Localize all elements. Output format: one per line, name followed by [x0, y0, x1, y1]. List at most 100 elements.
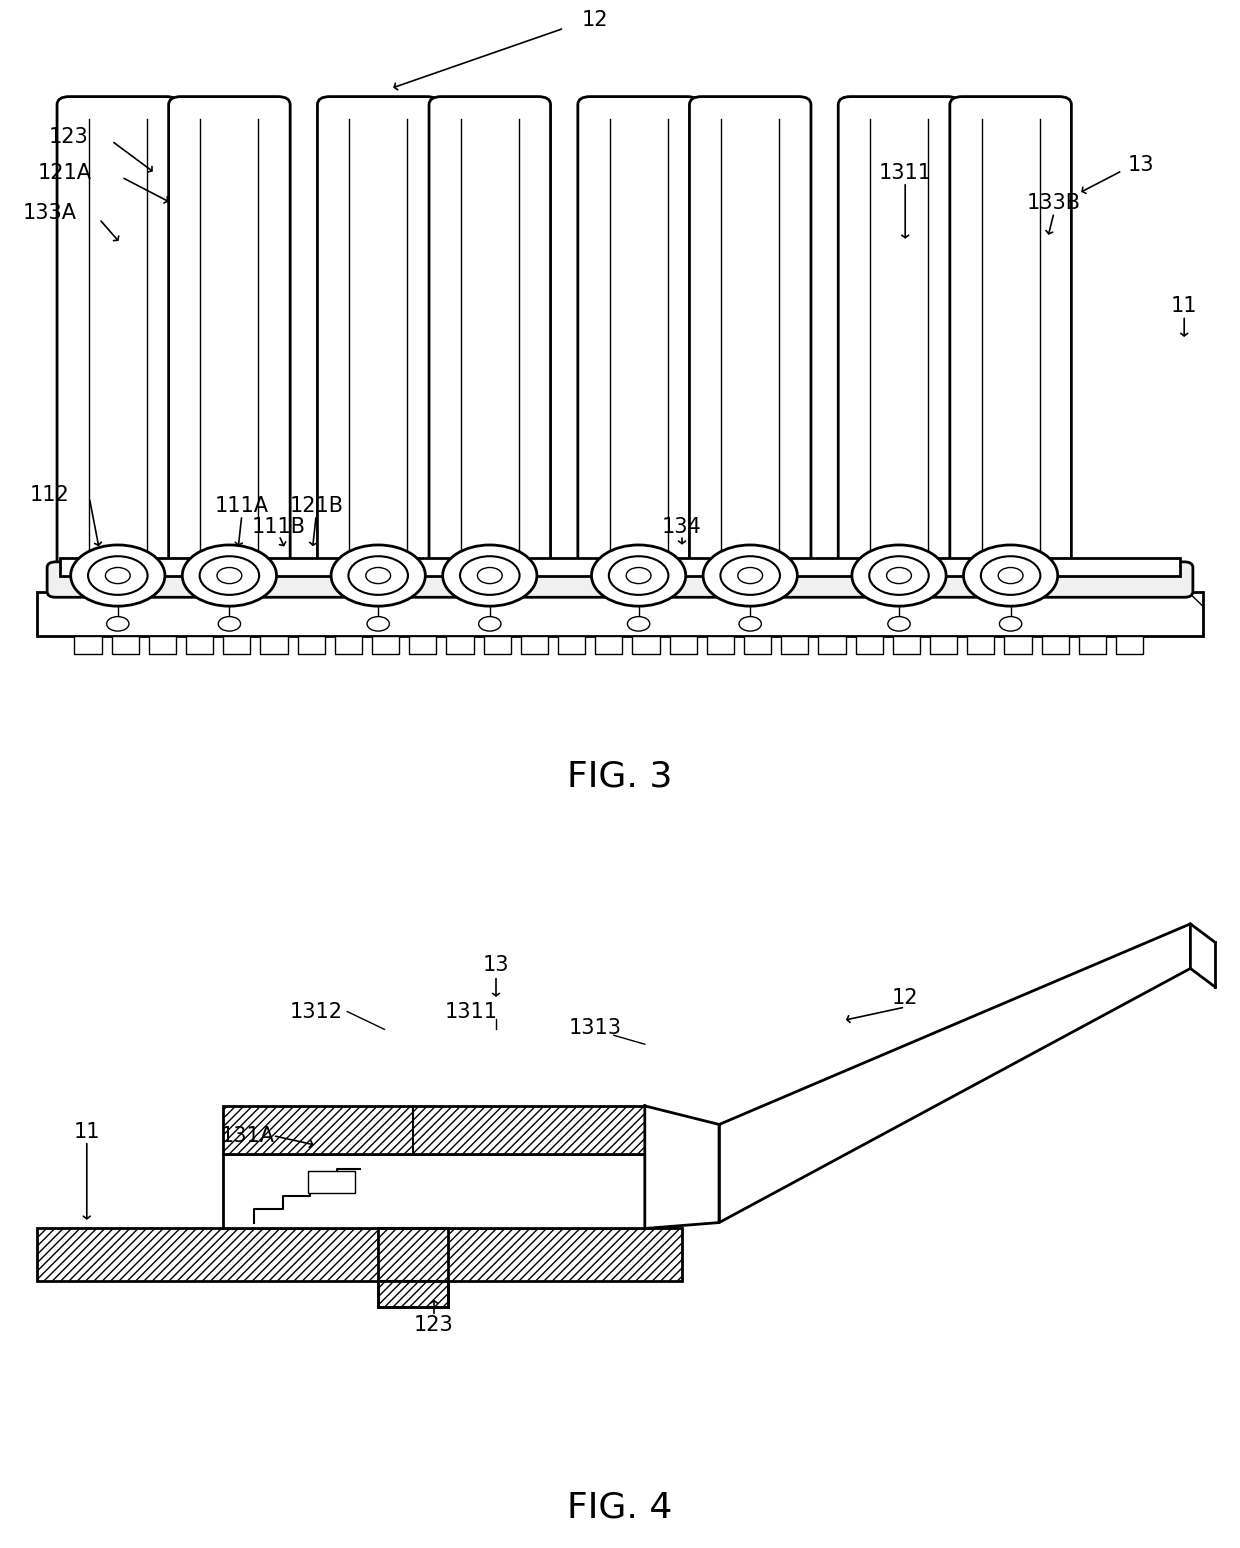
- Bar: [893, 636, 920, 653]
- Bar: [372, 636, 399, 653]
- Circle shape: [609, 556, 668, 594]
- Circle shape: [107, 616, 129, 632]
- Circle shape: [869, 556, 929, 594]
- Circle shape: [200, 556, 259, 594]
- Circle shape: [367, 616, 389, 632]
- Circle shape: [218, 616, 241, 632]
- Bar: [223, 1155, 645, 1229]
- Text: FIG. 3: FIG. 3: [568, 760, 672, 794]
- Circle shape: [963, 545, 1058, 607]
- Text: 121A: 121A: [37, 163, 92, 183]
- FancyBboxPatch shape: [317, 96, 439, 579]
- Circle shape: [627, 616, 650, 632]
- Text: FIG. 4: FIG. 4: [568, 1491, 672, 1525]
- Circle shape: [105, 568, 130, 584]
- Circle shape: [739, 616, 761, 632]
- Bar: [484, 636, 511, 653]
- Bar: [60, 557, 1180, 576]
- Bar: [632, 636, 660, 653]
- Text: 1313: 1313: [569, 1019, 621, 1037]
- Text: 133B: 133B: [1027, 194, 1081, 212]
- Text: 121B: 121B: [289, 495, 343, 515]
- Bar: [74, 636, 102, 653]
- Bar: [223, 1105, 645, 1155]
- Circle shape: [887, 568, 911, 584]
- Circle shape: [888, 616, 910, 632]
- Bar: [856, 636, 883, 653]
- Bar: [558, 636, 585, 653]
- Bar: [818, 636, 846, 653]
- FancyBboxPatch shape: [47, 562, 1193, 598]
- Bar: [298, 636, 325, 653]
- Circle shape: [71, 545, 165, 607]
- Circle shape: [477, 568, 502, 584]
- Circle shape: [479, 616, 501, 632]
- Text: 1311: 1311: [879, 163, 931, 183]
- Text: 123: 123: [48, 127, 88, 147]
- Bar: [446, 636, 474, 653]
- Bar: [1079, 636, 1106, 653]
- Text: 1311: 1311: [445, 1002, 497, 1022]
- Circle shape: [460, 556, 520, 594]
- Bar: [260, 636, 288, 653]
- Bar: [378, 1280, 448, 1307]
- FancyBboxPatch shape: [57, 96, 179, 579]
- Text: 133A: 133A: [22, 203, 77, 223]
- Circle shape: [703, 545, 797, 607]
- Bar: [149, 636, 176, 653]
- Circle shape: [331, 545, 425, 607]
- Text: 11: 11: [1171, 296, 1198, 316]
- FancyBboxPatch shape: [429, 96, 551, 579]
- Bar: [1042, 636, 1069, 653]
- Circle shape: [88, 556, 148, 594]
- Bar: [595, 636, 622, 653]
- Bar: [781, 636, 808, 653]
- Polygon shape: [645, 1105, 719, 1229]
- Bar: [409, 636, 436, 653]
- Circle shape: [591, 545, 686, 607]
- Circle shape: [366, 568, 391, 584]
- Circle shape: [348, 556, 408, 594]
- Bar: [112, 636, 139, 653]
- Bar: [223, 636, 250, 653]
- Text: 1312: 1312: [290, 1002, 342, 1022]
- Text: 111A: 111A: [215, 495, 269, 515]
- Text: 111B: 111B: [252, 517, 306, 537]
- Bar: [308, 1170, 355, 1194]
- Bar: [335, 636, 362, 653]
- Text: 123: 123: [414, 1316, 454, 1334]
- Text: 12: 12: [892, 988, 919, 1008]
- Bar: [37, 1229, 682, 1280]
- Circle shape: [981, 556, 1040, 594]
- Bar: [967, 636, 994, 653]
- Bar: [707, 636, 734, 653]
- Text: 131A: 131A: [221, 1125, 275, 1146]
- Text: 12: 12: [582, 11, 609, 29]
- Circle shape: [852, 545, 946, 607]
- Bar: [744, 636, 771, 653]
- FancyBboxPatch shape: [578, 96, 699, 579]
- Circle shape: [998, 568, 1023, 584]
- Bar: [1004, 636, 1032, 653]
- FancyBboxPatch shape: [950, 96, 1071, 579]
- FancyBboxPatch shape: [689, 96, 811, 579]
- Bar: [37, 591, 1203, 636]
- Text: 112: 112: [30, 485, 69, 505]
- Circle shape: [443, 545, 537, 607]
- Bar: [1116, 636, 1143, 653]
- FancyBboxPatch shape: [169, 96, 290, 579]
- Text: 134: 134: [662, 517, 702, 537]
- Circle shape: [738, 568, 763, 584]
- Bar: [521, 636, 548, 653]
- Circle shape: [720, 556, 780, 594]
- Circle shape: [999, 616, 1022, 632]
- Bar: [670, 636, 697, 653]
- Polygon shape: [719, 924, 1190, 1223]
- Text: 13: 13: [482, 955, 510, 975]
- Circle shape: [217, 568, 242, 584]
- Circle shape: [626, 568, 651, 584]
- Text: 13: 13: [1127, 155, 1154, 175]
- FancyBboxPatch shape: [838, 96, 960, 579]
- Bar: [930, 636, 957, 653]
- Text: 11: 11: [73, 1122, 100, 1142]
